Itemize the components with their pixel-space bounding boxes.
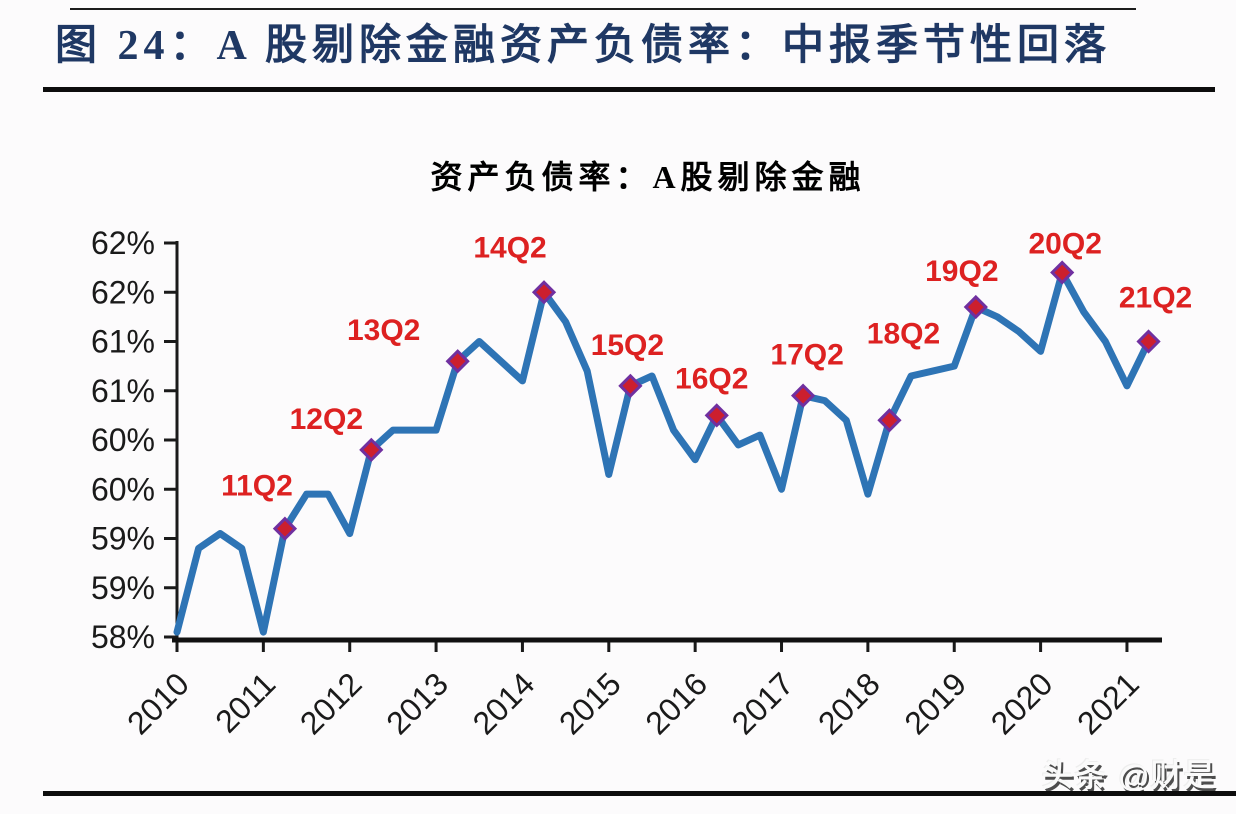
- x-tick-label: 2017: [725, 665, 801, 741]
- series-line: [173, 269, 1153, 636]
- x-tick-label: 2019: [897, 665, 973, 741]
- data-point-marker: [877, 408, 902, 433]
- data-point-marker: [704, 403, 729, 428]
- data-point-marker: [531, 280, 557, 305]
- annotation-label: 14Q2: [473, 231, 546, 264]
- x-tick-label: 2010: [120, 665, 196, 741]
- y-tick-label: 59%: [91, 521, 155, 557]
- data-point-marker: [963, 294, 988, 320]
- data-point-marker: [1050, 260, 1075, 285]
- data-point-marker: [790, 383, 816, 408]
- bottom-border-line: [43, 791, 1236, 796]
- annotation-label: 18Q2: [867, 317, 940, 350]
- data-point-marker: [445, 349, 470, 374]
- title-underline: [43, 87, 1215, 92]
- annotation-label: 12Q2: [290, 403, 363, 436]
- y-tick-label: 61%: [91, 373, 155, 409]
- top-border-line: [70, 8, 1136, 10]
- x-tick-label: 2014: [466, 665, 542, 741]
- y-tick-label: 59%: [91, 570, 155, 606]
- x-tick-label: 2015: [552, 665, 628, 741]
- y-tick-label: 60%: [91, 471, 155, 507]
- annotation-label: 16Q2: [675, 362, 748, 395]
- y-tick-label: 58%: [91, 619, 155, 655]
- annotation-label: 13Q2: [347, 314, 420, 347]
- data-point-marker: [359, 437, 384, 462]
- annotation-label: 15Q2: [591, 329, 664, 362]
- data-point-marker: [1136, 329, 1161, 354]
- x-tick-label: 2021: [1070, 665, 1146, 741]
- x-tick-label: 2018: [811, 665, 887, 741]
- y-tick-label: 60%: [91, 422, 155, 458]
- watermark-text: 头条 @财是: [1042, 758, 1217, 793]
- chart-title: 资产负债率：A股剔除金融: [430, 159, 866, 195]
- data-point-marker: [618, 373, 643, 398]
- y-tick-label: 62%: [91, 225, 155, 261]
- y-tick-label: 61%: [91, 324, 155, 360]
- annotation-label: 19Q2: [925, 255, 998, 288]
- x-tick-label: 2012: [293, 665, 369, 741]
- annotation-label: 20Q2: [1028, 228, 1101, 261]
- figure-title: 图 24：A 股剔除金融资产负债率：中报季节性回落: [55, 23, 1112, 69]
- x-tick-label: 2016: [638, 665, 714, 741]
- annotation-label: 17Q2: [770, 339, 843, 372]
- x-tick-label: 2020: [984, 665, 1060, 741]
- annotation-label: 11Q2: [221, 470, 293, 503]
- x-tick-label: 2011: [208, 665, 282, 739]
- y-tick-label: 62%: [91, 274, 155, 310]
- x-tick-label: 2013: [379, 665, 455, 741]
- annotation-label: 21Q2: [1119, 282, 1192, 315]
- data-point-marker: [272, 516, 298, 541]
- watermark: 头条 @财是: [1042, 750, 1217, 795]
